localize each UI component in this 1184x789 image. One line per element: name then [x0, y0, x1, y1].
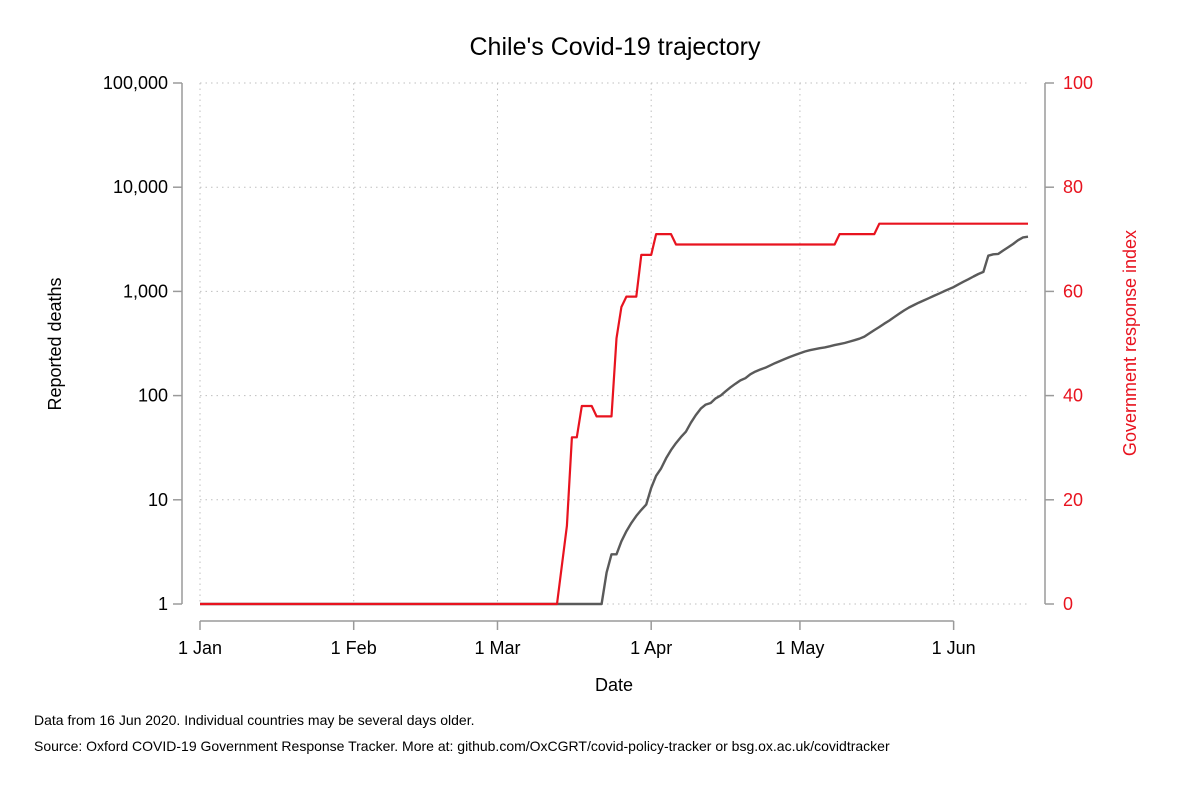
x-tick-label: 1 Jan: [178, 638, 222, 658]
footnote-data-date: Data from 16 Jun 2020. Individual countr…: [34, 712, 475, 728]
y-tick-label-left: 10: [148, 490, 168, 510]
y-tick-label-right: 0: [1063, 594, 1073, 614]
y-tick-label-left: 1,000: [123, 281, 168, 301]
y-tick-label-left: 1: [158, 594, 168, 614]
axes: 1 10 100 1,000 10,000 100,000 0 20 40 60 80 100 1 Ja…: [103, 73, 1093, 658]
y-tick-label-left: 100,000: [103, 73, 168, 93]
x-axis-label: Date: [595, 675, 633, 695]
series-lines: [200, 222, 1029, 606]
y-axis-label-left: Reported deaths: [45, 277, 65, 410]
y-axis-label-right: Government response index: [1120, 230, 1140, 456]
y-tick-label-left: 100: [138, 386, 168, 406]
y-tick-label-right: 60: [1063, 281, 1083, 301]
chart-title: Chile's Covid-19 trajectory: [470, 33, 761, 61]
y-tick-label-right: 100: [1063, 73, 1093, 93]
x-tick-label: 1 Mar: [474, 638, 520, 658]
y-tick-label-left: 10,000: [113, 177, 168, 197]
x-tick-label: 1 Jun: [932, 638, 976, 658]
x-tick-label: 1 Apr: [630, 638, 672, 658]
x-tick-label: 1 Feb: [331, 638, 377, 658]
y-tick-label-right: 40: [1063, 386, 1083, 406]
grid-lines: [199, 82, 1028, 605]
footnote-source: Source: Oxford COVID-19 Government Respo…: [34, 738, 890, 754]
y-tick-label-right: 80: [1063, 177, 1083, 197]
covid-trajectory-chart: Chile's Covid-19 trajectory 1101001,0001…: [45, 33, 1140, 695]
y-tick-label-right: 20: [1063, 490, 1083, 510]
x-tick-label: 1 May: [775, 638, 824, 658]
response-line: [200, 222, 1028, 606]
deaths-line: [200, 235, 1029, 606]
